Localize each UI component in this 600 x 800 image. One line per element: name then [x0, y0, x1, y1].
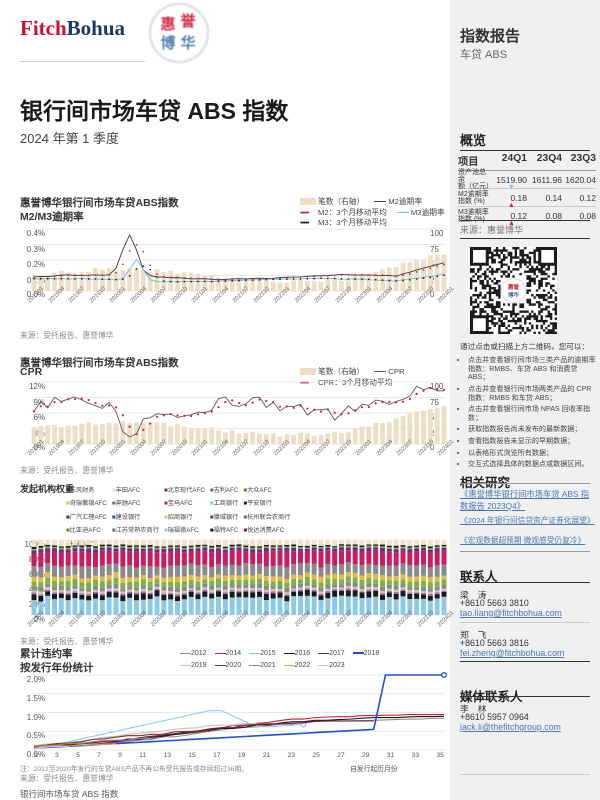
svg-text:华: 华 [180, 34, 195, 52]
svg-text:惠: 惠 [160, 15, 175, 33]
svg-text:博: 博 [160, 34, 175, 52]
svg-text:誉: 誉 [179, 12, 196, 30]
